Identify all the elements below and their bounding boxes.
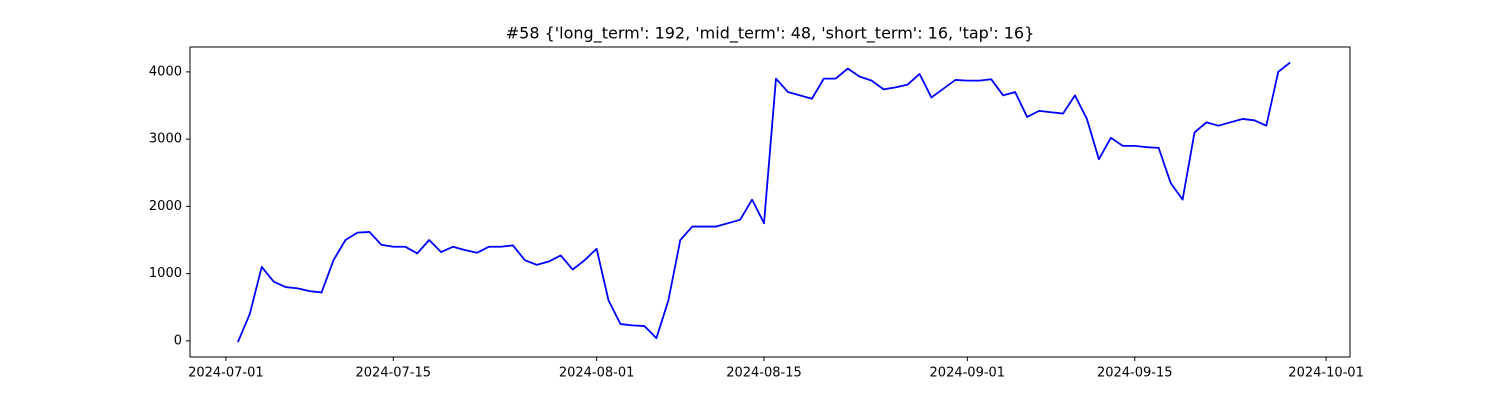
x-tick-label: 2024-08-15 [726, 366, 802, 381]
y-tick-label: 2000 [149, 199, 182, 214]
y-tick-label: 4000 [149, 64, 182, 79]
x-tick-label: 2024-08-01 [559, 366, 635, 381]
y-tick-label: 3000 [149, 132, 182, 147]
chart-title: #58 {'long_term': 192, 'mid_term': 48, '… [506, 24, 1035, 44]
y-tick-label: 0 [174, 333, 182, 348]
x-tick-label: 2024-10-01 [1288, 366, 1364, 381]
y-tick-label: 1000 [149, 266, 182, 281]
line-series [237, 61, 1291, 343]
x-tick-label: 2024-09-15 [1097, 366, 1173, 381]
x-tick-label: 2024-09-01 [930, 366, 1006, 381]
plot-frame [189, 46, 1351, 358]
x-tick-label: 2024-07-01 [188, 366, 264, 381]
x-tick-label: 2024-07-15 [356, 366, 432, 381]
